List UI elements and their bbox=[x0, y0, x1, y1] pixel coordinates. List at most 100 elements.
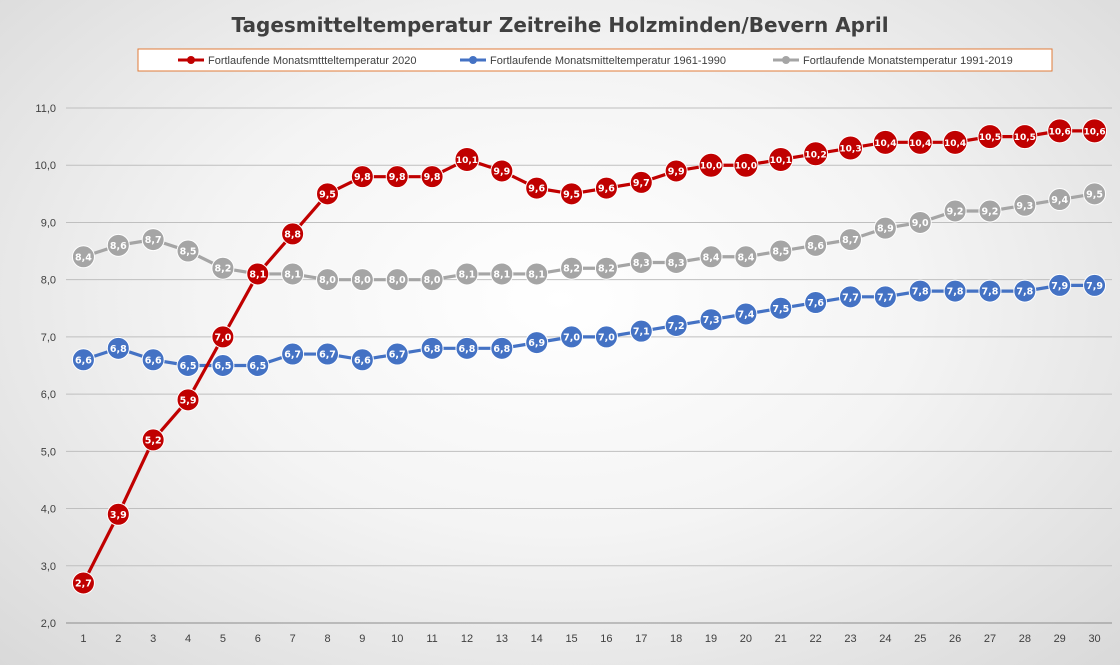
data-point bbox=[698, 152, 724, 178]
x-tick-label: 16 bbox=[600, 633, 612, 645]
legend-marker bbox=[187, 56, 195, 64]
data-label: 7,8 bbox=[1016, 287, 1033, 298]
data-point bbox=[454, 147, 480, 172]
data-point bbox=[629, 319, 653, 343]
data-label: 7,8 bbox=[982, 287, 999, 298]
legend-label: Fortlaufende Monatsmttteltemperatur 2020 bbox=[208, 55, 417, 67]
data-label: 8,0 bbox=[389, 275, 406, 286]
y-tick-label: 10,0 bbox=[35, 160, 56, 172]
data-point bbox=[943, 199, 967, 223]
x-tick-label: 15 bbox=[565, 633, 577, 645]
data-label: 6,8 bbox=[110, 344, 127, 355]
x-tick-label: 18 bbox=[670, 633, 682, 645]
data-label: 9,5 bbox=[1086, 189, 1103, 200]
data-point bbox=[699, 245, 723, 269]
data-label: 8,8 bbox=[284, 229, 301, 240]
data-label: 7,2 bbox=[668, 321, 685, 332]
data-point bbox=[525, 176, 549, 200]
x-tick-label: 24 bbox=[879, 633, 891, 645]
data-point bbox=[316, 182, 339, 206]
series-line bbox=[82, 192, 1095, 282]
data-point bbox=[839, 285, 862, 309]
data-label: 6,6 bbox=[75, 355, 92, 366]
legend-entry: Fortlaufende Monatsmttteltemperatur 2020 bbox=[178, 55, 417, 67]
data-label: 10,6 bbox=[1049, 127, 1071, 137]
data-label: 9,8 bbox=[354, 172, 371, 183]
data-point bbox=[106, 233, 130, 257]
data-point bbox=[176, 354, 200, 377]
x-tick-label: 5 bbox=[220, 633, 226, 645]
x-axis-ticks: 1 2 3 4 5 6 7 8 9 10 11 12 13 14 15 16 17 18 19 20 21 22 23 24 2… bbox=[80, 633, 1100, 645]
data-point bbox=[176, 239, 200, 263]
data-point bbox=[525, 331, 549, 355]
data-label: 10,1 bbox=[456, 156, 478, 166]
data-point bbox=[211, 256, 235, 280]
data-label: 9,6 bbox=[528, 184, 545, 195]
data-point bbox=[664, 159, 688, 183]
data-label: 7,9 bbox=[1051, 281, 1068, 292]
data-label: 9,3 bbox=[1016, 201, 1033, 212]
data-point bbox=[385, 268, 409, 292]
data-label: 10,0 bbox=[735, 162, 757, 172]
data-point bbox=[71, 245, 95, 269]
data-point bbox=[176, 388, 200, 412]
data-label: 8,0 bbox=[354, 275, 371, 286]
data-label: 7,6 bbox=[807, 298, 824, 309]
data-point bbox=[978, 279, 1002, 303]
data-label: 8,0 bbox=[424, 275, 441, 286]
data-label: 6,6 bbox=[145, 355, 162, 366]
data-label: 5,2 bbox=[145, 435, 162, 446]
data-label: 7,9 bbox=[1086, 281, 1103, 292]
series-line bbox=[82, 283, 1095, 368]
x-tick-label: 1 bbox=[80, 633, 86, 645]
series: 8,4 8,6 8,7 8,5 8,2 8,1 8,1 8,0 8,0 8,0 8,0 8,1 8,1 8… bbox=[71, 182, 1107, 292]
data-point bbox=[734, 302, 758, 326]
data-point bbox=[629, 170, 653, 194]
data-label: 6,7 bbox=[389, 350, 406, 361]
y-tick-label: 6,0 bbox=[41, 389, 56, 401]
data-label: 8,1 bbox=[493, 269, 510, 280]
y-axis-ticks: 2,0 3,0 4,0 5,0 6,0 7,0 8,0 9,0 10,0 11,0 bbox=[35, 103, 56, 630]
legend-label: Fortlaufende Monatsmitteltemperatur 1961… bbox=[490, 55, 726, 67]
data-point bbox=[908, 279, 932, 303]
data-label: 2,7 bbox=[75, 578, 92, 589]
data-label: 3,9 bbox=[110, 510, 127, 521]
data-label: 10,4 bbox=[944, 139, 966, 149]
data-label: 8,7 bbox=[842, 235, 859, 246]
data-point bbox=[106, 502, 130, 526]
data-point bbox=[385, 342, 409, 366]
y-tick-label: 4,0 bbox=[41, 504, 56, 516]
x-tick-label: 23 bbox=[844, 633, 856, 645]
data-label: 8,1 bbox=[249, 269, 266, 280]
data-label: 8,1 bbox=[459, 269, 476, 280]
data-label: 10,0 bbox=[700, 162, 722, 172]
data-label: 7,7 bbox=[877, 292, 894, 303]
x-tick-label: 14 bbox=[531, 633, 543, 645]
data-label: 7,8 bbox=[947, 287, 964, 298]
x-tick-label: 10 bbox=[391, 633, 403, 645]
series-line bbox=[82, 129, 1095, 584]
y-tick-label: 5,0 bbox=[41, 446, 56, 458]
data-label: 10,5 bbox=[979, 133, 1001, 143]
data-point bbox=[560, 256, 584, 280]
data-point bbox=[211, 325, 235, 349]
data-point bbox=[141, 428, 165, 452]
data-label: 9,9 bbox=[493, 166, 510, 177]
data-label: 8,5 bbox=[180, 247, 197, 258]
data-point bbox=[943, 279, 967, 303]
data-point bbox=[246, 262, 270, 286]
data-point bbox=[350, 165, 374, 189]
y-tick-label: 8,0 bbox=[41, 275, 56, 287]
data-label: 8,4 bbox=[737, 252, 754, 263]
series: 2,7 3,9 5,2 5,9 7,0 8,1 8,8 9,5 9,8 9,8 9,8 10,1 9,9… bbox=[71, 118, 1108, 595]
x-tick-label: 6 bbox=[255, 633, 261, 645]
data-label: 6,8 bbox=[459, 344, 476, 355]
data-label: 9,4 bbox=[1051, 195, 1068, 206]
data-point bbox=[907, 129, 933, 155]
data-point bbox=[281, 262, 305, 286]
data-label: 7,0 bbox=[563, 332, 580, 343]
data-point bbox=[141, 348, 165, 372]
data-label: 6,7 bbox=[319, 350, 336, 361]
data-label: 9,8 bbox=[424, 172, 441, 183]
data-point bbox=[803, 141, 829, 167]
